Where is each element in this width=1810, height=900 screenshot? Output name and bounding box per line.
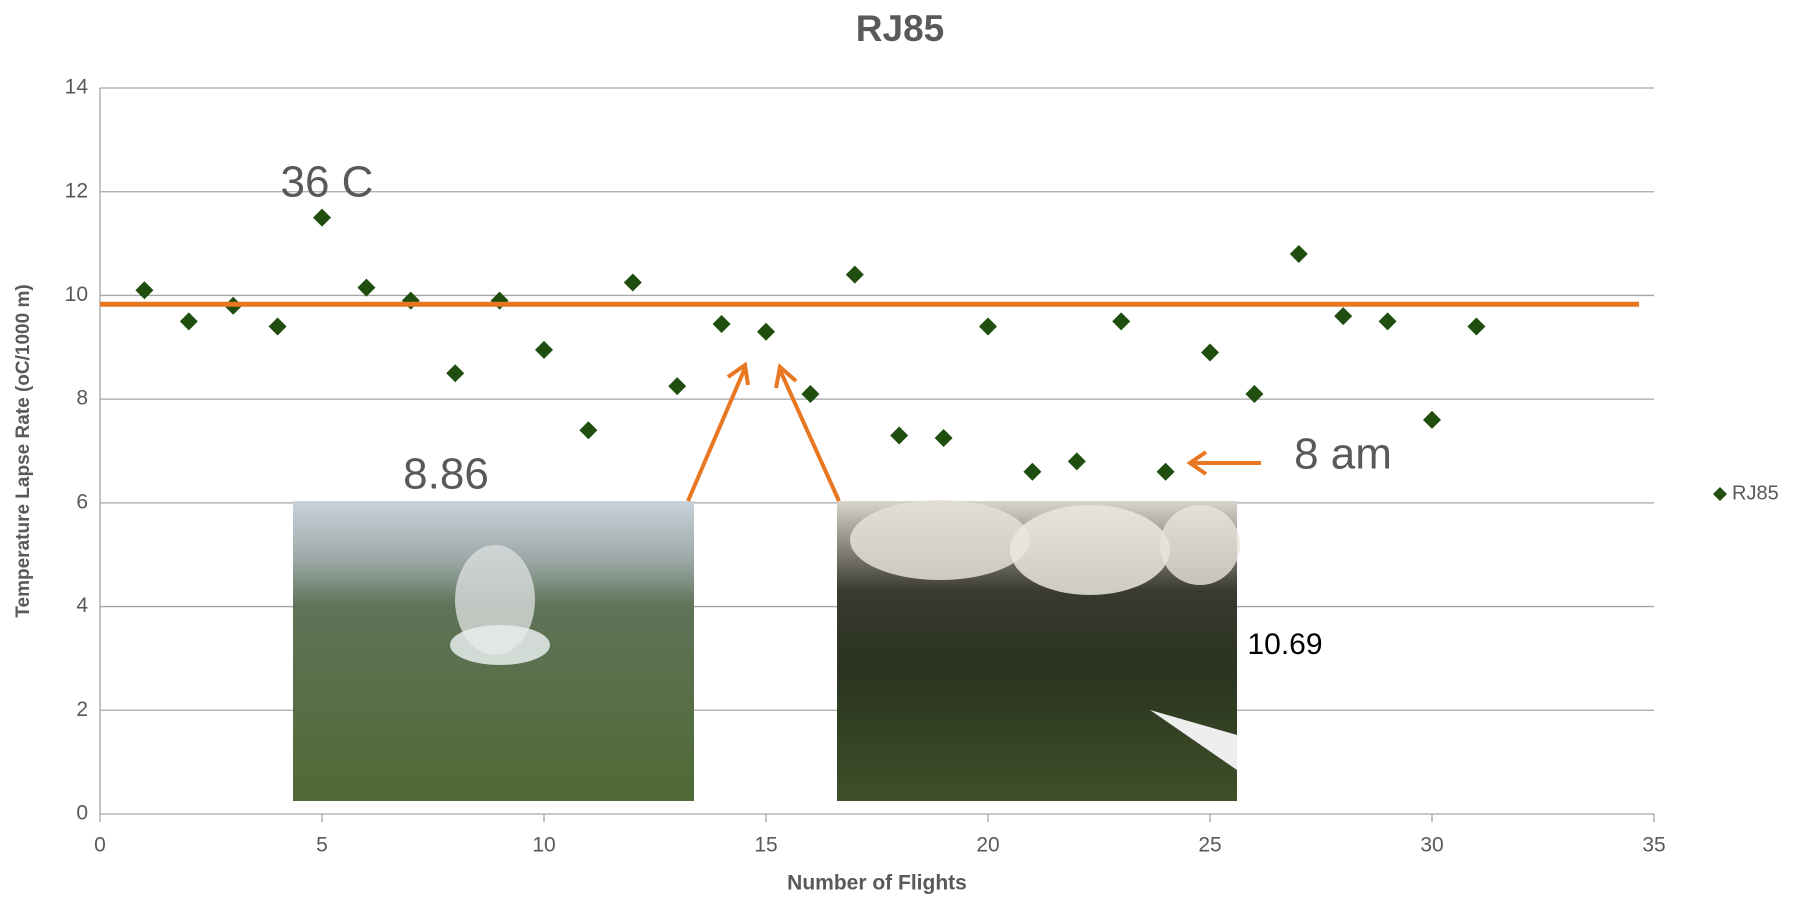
y-tick-label: 14	[65, 76, 89, 99]
point	[579, 421, 597, 439]
point	[801, 385, 819, 403]
x-tick-label: 30	[1420, 834, 1443, 857]
y-tick-label: 2	[76, 698, 88, 721]
x-tick-label: 10	[532, 834, 555, 857]
smoke	[850, 500, 1030, 580]
y-tick-label: 10	[65, 283, 88, 306]
point	[935, 429, 953, 447]
point	[180, 312, 198, 330]
y-tick-label: 0	[76, 802, 88, 825]
y-tick-label: 8	[76, 387, 88, 410]
legend-marker	[1713, 487, 1727, 501]
point	[1068, 452, 1086, 470]
smoke	[450, 625, 550, 665]
point	[1112, 312, 1130, 330]
point	[624, 273, 642, 291]
y-tick-label: 4	[76, 594, 88, 617]
x-tick-label: 15	[754, 834, 777, 857]
smoke	[1010, 505, 1170, 595]
point	[446, 364, 464, 382]
arrow	[688, 368, 745, 501]
point	[1201, 343, 1219, 361]
photos	[293, 500, 1240, 801]
annotation: 8.86	[403, 450, 489, 499]
y-tick-label: 6	[76, 490, 88, 513]
x-tick-label: 5	[316, 834, 328, 857]
legend-label: RJ85	[1732, 482, 1779, 504]
point	[313, 209, 331, 227]
y-tick-label: 12	[65, 179, 88, 202]
smoke	[1160, 505, 1240, 585]
annotation: 8 am	[1294, 430, 1392, 479]
point	[668, 377, 686, 395]
point	[1290, 245, 1308, 263]
chart-title: RJ85	[856, 8, 944, 49]
point	[269, 318, 287, 336]
point	[846, 266, 864, 284]
x-tick-label: 0	[94, 834, 106, 857]
point	[1467, 318, 1485, 336]
point	[535, 341, 553, 359]
y-axis-label: Temperature Lapse Rate (oC/1000 m)	[13, 284, 34, 617]
point	[1245, 385, 1263, 403]
x-axis-label: Number of Flights	[787, 872, 967, 895]
x-tick-label: 20	[976, 834, 999, 857]
point	[1423, 411, 1441, 429]
page: {"chart_data": {"type": "scatter", "titl…	[0, 0, 1810, 900]
x-tick-label: 35	[1642, 834, 1665, 857]
point	[713, 315, 731, 333]
annotation: 10.69	[1247, 628, 1322, 661]
chart: RJ85 Number of Flights Temperature Lapse…	[0, 0, 1810, 900]
annotation: 36 C	[281, 158, 374, 207]
point	[491, 292, 509, 310]
point	[1023, 463, 1041, 481]
point	[135, 281, 153, 299]
point	[1379, 312, 1397, 330]
point	[757, 323, 775, 341]
point	[1157, 463, 1175, 481]
point	[357, 279, 375, 297]
x-tick-label: 25	[1198, 834, 1221, 857]
point	[402, 292, 420, 310]
point	[890, 426, 908, 444]
arrows	[688, 365, 1261, 501]
point	[979, 318, 997, 336]
point	[1334, 307, 1352, 325]
